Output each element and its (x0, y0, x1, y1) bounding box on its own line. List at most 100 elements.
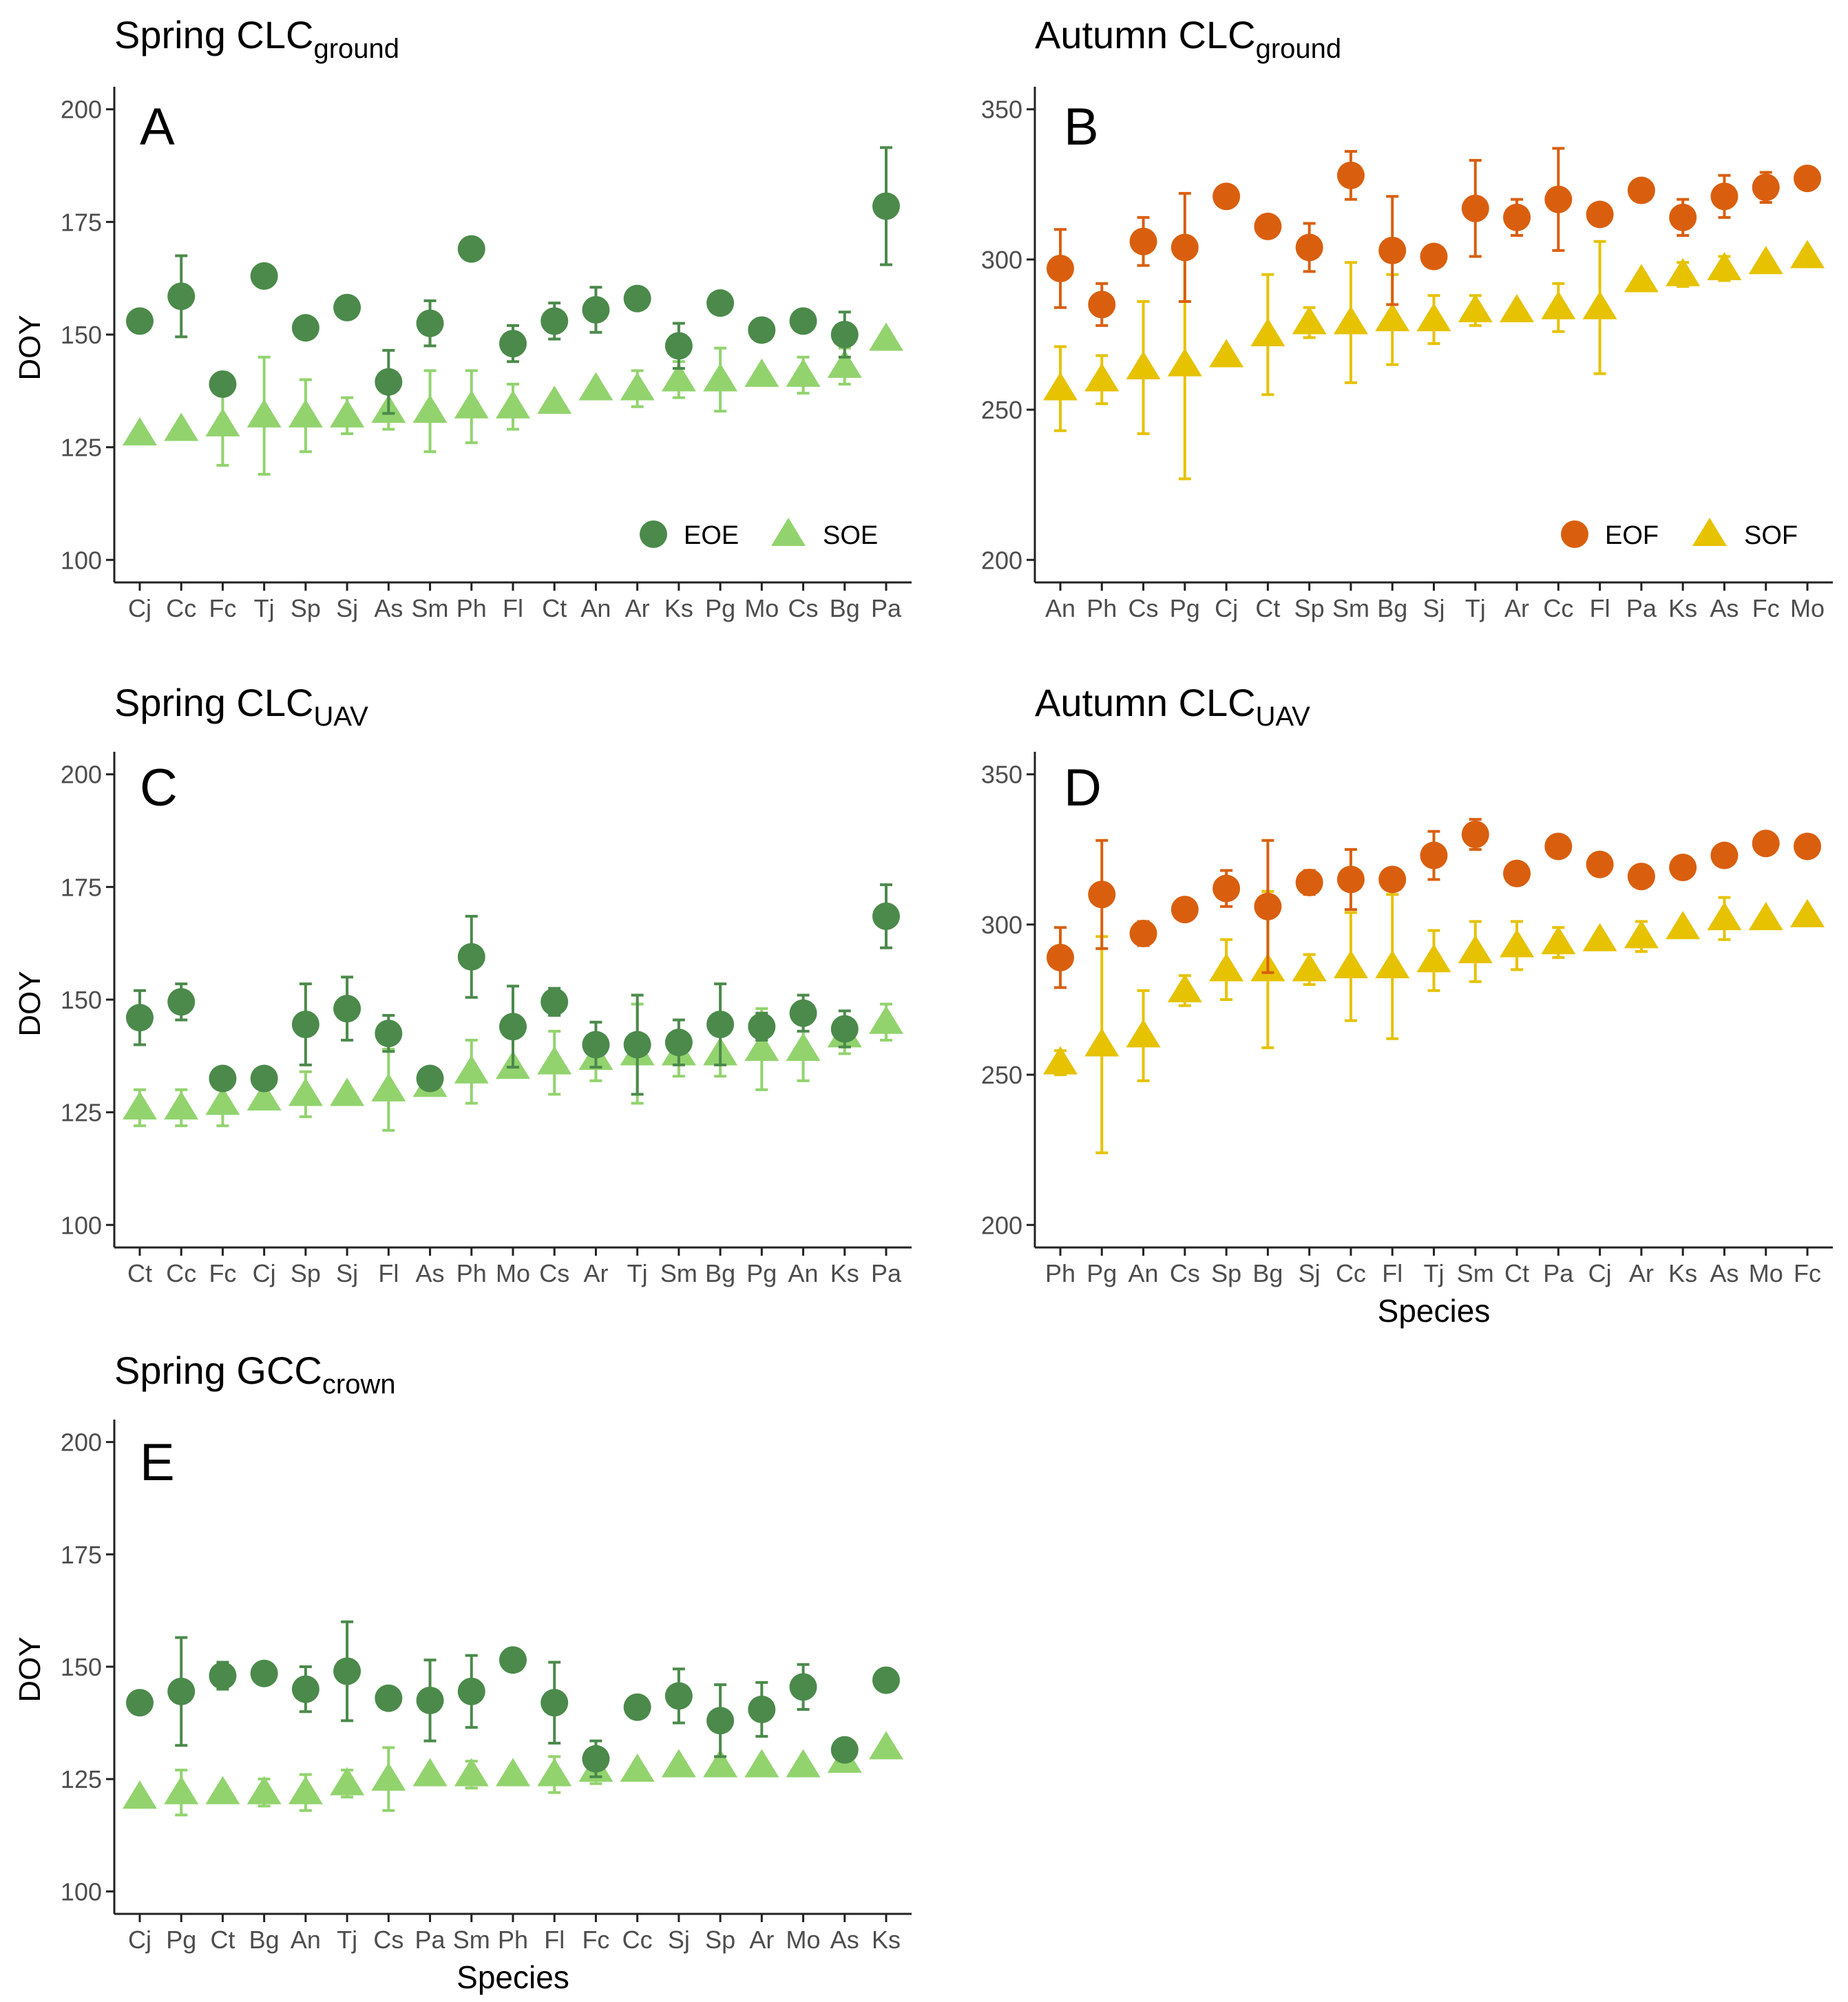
x-tick-label: Cc (1543, 594, 1573, 622)
point-sof (1707, 252, 1742, 280)
x-tick-label: As (1710, 594, 1739, 622)
point-eoe (789, 307, 817, 335)
point-sof (1500, 929, 1535, 958)
point-eof (1710, 182, 1739, 211)
panel-title: Autumn CLCground (1035, 13, 1341, 64)
point-eof (1586, 850, 1614, 878)
point-eoe (375, 1020, 403, 1048)
x-tick-label: Cj (1588, 1259, 1612, 1287)
point-sof (1167, 348, 1202, 377)
point-eoe (499, 330, 527, 358)
point-eoe (706, 289, 735, 317)
point-eoe (748, 316, 776, 344)
series-eof (1047, 147, 1821, 327)
point-soe (744, 358, 779, 387)
point-eoe (830, 321, 859, 348)
point-eoe (872, 192, 900, 220)
y-tick-label: 200 (981, 546, 1022, 574)
point-eof (1669, 854, 1697, 881)
point-eoe (333, 995, 361, 1023)
x-tick-label: Ct (127, 1259, 152, 1287)
x-tick-label: Ar (1629, 1259, 1654, 1287)
point-eoe (706, 1707, 735, 1735)
y-tick-label: 100 (61, 1877, 102, 1906)
x-tick-label: Sp (1211, 1259, 1241, 1287)
point-soe (205, 1776, 240, 1804)
x-tick-label: Fl (1382, 1259, 1403, 1287)
x-tick-label: Cc (1336, 1259, 1366, 1287)
x-tick-label: Cc (622, 1926, 653, 1954)
point-eof (1378, 865, 1407, 894)
x-tick-label: Sp (291, 594, 321, 622)
x-tick-label: Pa (871, 594, 902, 622)
point-sof (1748, 246, 1783, 275)
point-eof (1794, 832, 1821, 861)
x-tick-label: Ct (1255, 594, 1280, 622)
point-sof (1375, 950, 1410, 978)
point-sof (1458, 294, 1493, 323)
x-tick-label: Ks (1668, 594, 1697, 622)
point-sof (1416, 303, 1451, 332)
legend-marker-eof (1561, 520, 1588, 548)
x-tick-label: Sm (1332, 594, 1369, 622)
point-sof (1250, 318, 1285, 346)
x-tick-label: Sp (705, 1926, 735, 1954)
x-tick-label: An (788, 1259, 819, 1287)
point-eoe (126, 1004, 154, 1032)
point-eoe (623, 1031, 651, 1059)
x-tick-label: Bg (830, 594, 860, 622)
point-soe (537, 1758, 572, 1787)
y-tick-label: 200 (61, 96, 102, 124)
point-soe (661, 363, 696, 392)
point-eoe (457, 942, 485, 971)
point-soe (123, 1091, 157, 1120)
legend-marker-sof (1692, 518, 1727, 546)
point-eof (1752, 830, 1780, 858)
point-eoe (499, 1646, 527, 1674)
legend: EOE SOE (640, 518, 878, 550)
x-tick-label: Tj (337, 1926, 357, 1954)
x-tick-label: An (291, 1926, 321, 1954)
point-soe (412, 1758, 448, 1787)
point-sof (1790, 898, 1825, 927)
point-eoe (664, 1682, 693, 1710)
point-soe (744, 1749, 779, 1778)
x-tick-label: Ar (749, 1926, 774, 1954)
panel-title: Spring GCCcrown (114, 1349, 396, 1400)
point-soe (123, 417, 157, 445)
x-tick-label: Bg (1252, 1259, 1283, 1287)
x-tick-label: Tj (1465, 594, 1486, 622)
y-tick-label: 150 (61, 321, 102, 349)
x-tick-label: Fc (1752, 594, 1780, 622)
legend-label-eoe: EOE (684, 521, 739, 550)
point-eof (1669, 203, 1697, 231)
point-sof (1126, 1019, 1161, 1048)
point-eof (1088, 291, 1116, 319)
point-eoe (416, 309, 444, 337)
x-tick-label: Mo (1749, 1259, 1783, 1287)
point-eoe (623, 1693, 651, 1721)
point-eof (1212, 182, 1241, 211)
panel-title: Autumn CLCUAV (1035, 681, 1310, 732)
x-tick-label: Fl (544, 1926, 565, 1954)
x-tick-label: Sm (1457, 1259, 1494, 1287)
point-eof (1752, 173, 1780, 202)
x-tick-label: Sj (1422, 594, 1445, 622)
x-tick-label: Fl (1590, 594, 1610, 622)
point-sof (1167, 973, 1202, 1002)
x-tick-label: As (830, 1926, 859, 1954)
point-soe (164, 1776, 199, 1804)
x-tick-label: Ks (872, 1926, 901, 1954)
panel-letter: B (1064, 98, 1099, 156)
point-eoe (582, 1031, 610, 1059)
point-eoe (540, 1689, 569, 1717)
x-tick-label: Pg (705, 594, 735, 622)
panel-title: Spring CLCUAV (114, 681, 368, 732)
point-sof (1624, 264, 1659, 293)
y-tick-label: 250 (981, 1061, 1022, 1089)
point-eof (1420, 242, 1448, 271)
point-eoe (830, 1015, 859, 1043)
point-soe (330, 1077, 365, 1106)
point-sof (1084, 363, 1120, 392)
